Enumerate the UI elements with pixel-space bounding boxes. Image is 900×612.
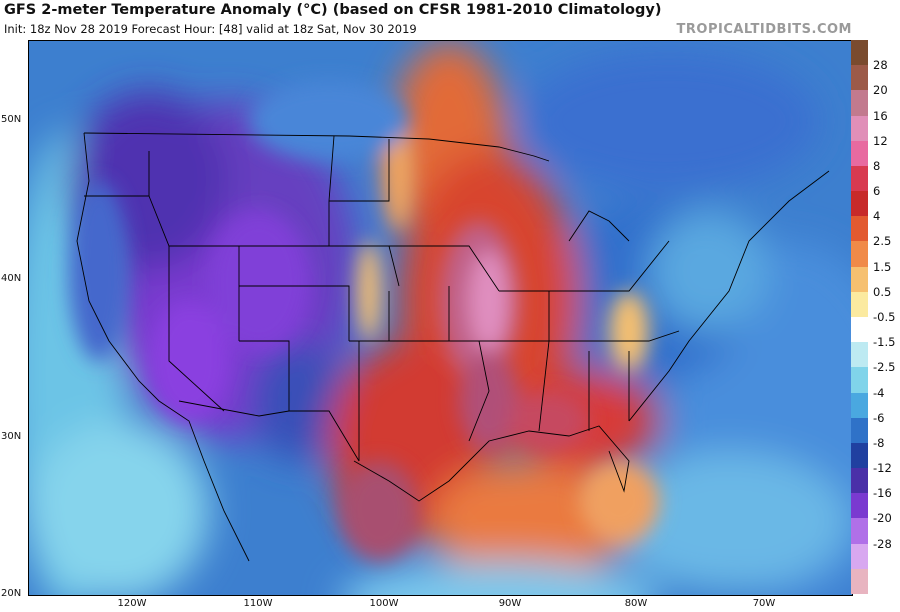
- colorbar-swatch: [851, 342, 868, 368]
- lon-label-80w: 80W: [624, 598, 648, 609]
- colorbar-label: 16: [873, 108, 888, 123]
- colorbar-swatch: [851, 543, 868, 570]
- colorbar-label: 28: [873, 58, 888, 73]
- colorbar-label: 4: [873, 209, 881, 224]
- colorbar-label: 6: [873, 184, 881, 199]
- colorbar-label: -6: [873, 410, 885, 425]
- colorbar-label: -20: [873, 511, 892, 526]
- colorbar-swatch: [851, 392, 868, 419]
- colorbar-label: -8: [873, 435, 885, 450]
- colorbar-label: 8: [873, 158, 881, 173]
- colorbar-swatch: [851, 241, 868, 268]
- lat-label-30n: 30N: [1, 431, 22, 442]
- colorbar-label: -12: [873, 461, 892, 476]
- anomaly-map: [28, 40, 853, 596]
- colorbar-swatch: [851, 65, 868, 91]
- colorbar-label: 20: [873, 83, 888, 98]
- map-title: GFS 2-meter Temperature Anomaly (°C) (ba…: [4, 2, 662, 18]
- colorbar-swatch: [851, 266, 868, 293]
- colorbar-label: 0.5: [873, 284, 892, 299]
- anomaly-map-canvas: [29, 41, 852, 595]
- colorbar-swatch: [851, 165, 868, 192]
- colorbar-swatch: [851, 291, 868, 318]
- colorbar-label: 2.5: [873, 234, 892, 249]
- colorbar-swatch: [851, 493, 868, 519]
- colorbar-label: -4: [873, 385, 885, 400]
- lon-label-70w: 70W: [752, 598, 776, 609]
- lon-label-90w: 90W: [498, 598, 522, 609]
- colorbar-label: -2.5: [873, 360, 896, 375]
- colorbar-swatch: [851, 90, 868, 117]
- colorbar-legend: 28 20 16 12 8 6 4 2.5 1.5 0.5 -0.5 -1.5 -2.5 -4 -6 -8 -1…: [851, 40, 900, 595]
- colorbar-swatch: [851, 40, 868, 66]
- colorbar-swatch: [851, 442, 868, 469]
- colorbar-label: 12: [873, 133, 888, 148]
- colorbar-swatch: [851, 417, 868, 444]
- lon-label-100w: 100W: [369, 598, 399, 609]
- lat-label-40n: 40N: [1, 273, 22, 284]
- site-watermark: TROPICALTIDBITS.COM: [676, 22, 852, 37]
- colorbar-label: -28: [873, 536, 892, 551]
- lon-label-110w: 110W: [243, 598, 273, 609]
- colorbar-swatch: [851, 367, 868, 394]
- colorbar-label: -0.5: [873, 310, 896, 324]
- colorbar-swatch: [851, 518, 868, 545]
- colorbar-swatch: [851, 568, 868, 595]
- colorbar-swatch: [851, 468, 868, 494]
- colorbar-swatch: [851, 140, 868, 167]
- lat-label-50n: 50N: [1, 114, 22, 125]
- lon-label-120w: 120W: [117, 598, 147, 609]
- colorbar-swatch: [851, 115, 868, 142]
- lat-label-20n: 20N: [1, 588, 22, 599]
- boundary-lines: [76, 132, 830, 562]
- colorbar-swatch: [851, 317, 868, 343]
- colorbar-label: -1.5: [873, 335, 896, 350]
- colorbar-swatch: [851, 216, 868, 242]
- colorbar-label: -16: [873, 486, 892, 501]
- colorbar-label: 1.5: [873, 259, 892, 274]
- map-subtitle: Init: 18z Nov 28 2019 Forecast Hour: [48…: [4, 22, 417, 36]
- colorbar-swatch: [851, 191, 868, 217]
